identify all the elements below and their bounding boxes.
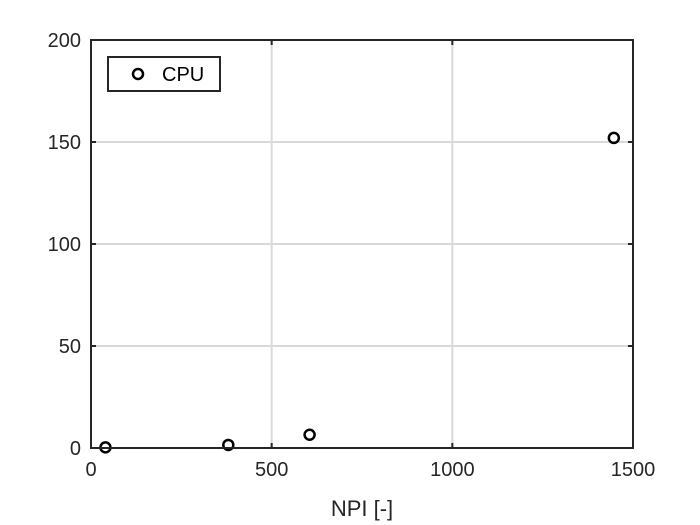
y-tick-label: 100 — [48, 234, 81, 256]
grid-lines — [91, 40, 633, 448]
x-tick-label: 1500 — [611, 459, 656, 481]
x-axis-label: NPI [-] — [331, 496, 393, 521]
legend-box — [107, 56, 221, 92]
data-point — [607, 131, 621, 145]
legend-label: CPU — [162, 64, 204, 86]
y-tick-label: 150 — [48, 132, 81, 154]
x-tick-label: 500 — [255, 459, 288, 481]
y-tick-label: 0 — [70, 438, 81, 460]
legend: CPU — [107, 56, 221, 92]
plot-area-frame — [90, 39, 634, 449]
y-tick-label: 50 — [59, 336, 81, 358]
x-tick-label: 0 — [85, 459, 96, 481]
data-point — [303, 428, 316, 441]
y-tick-label: 200 — [48, 30, 81, 52]
legend-marker-icon — [131, 67, 145, 81]
data-point — [222, 438, 235, 452]
x-tick-label: 1000 — [430, 459, 475, 481]
x-axis-ticks: 0 500 1000 1500 — [85, 40, 655, 481]
